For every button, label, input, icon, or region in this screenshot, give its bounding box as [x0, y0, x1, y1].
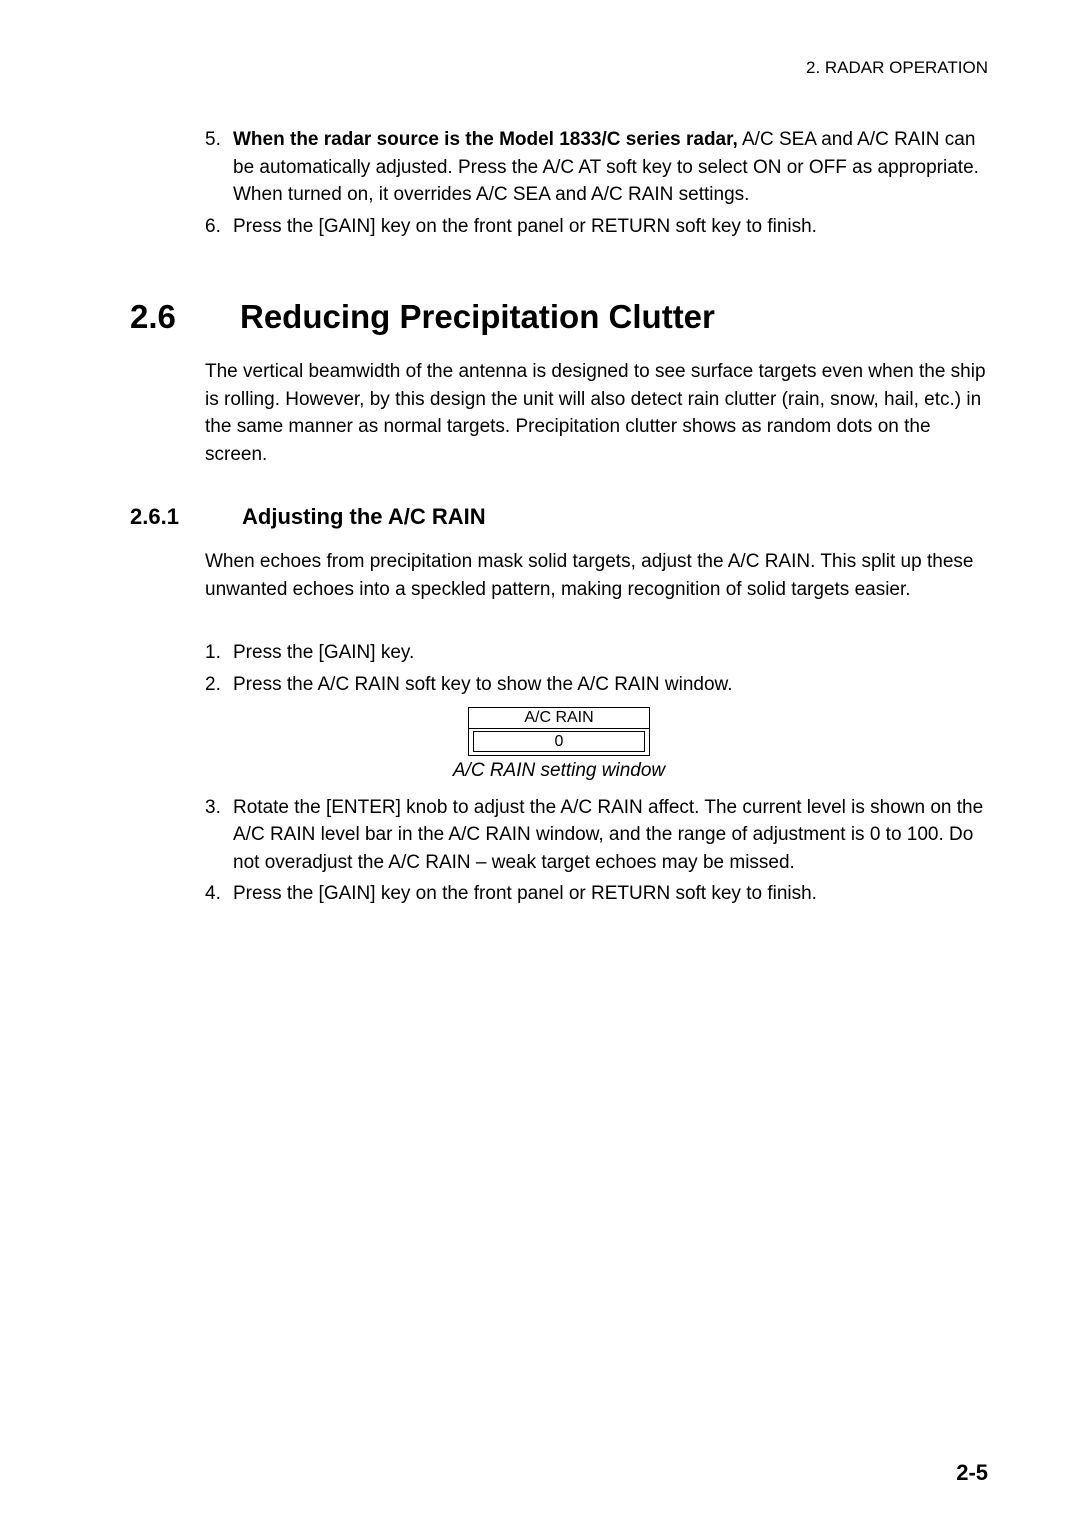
- list-item: 4. Press the [GAIN] key on the front pan…: [205, 880, 988, 908]
- diagram-caption: A/C RAIN setting window: [130, 760, 988, 782]
- list-text: When the radar source is the Model 1833/…: [233, 126, 988, 209]
- list-item: 2. Press the A/C RAIN soft key to show t…: [205, 671, 988, 699]
- list-text: Press the [GAIN] key.: [233, 639, 414, 667]
- section-heading: 2.6 Reducing Precipitation Clutter: [130, 298, 988, 336]
- ac-rain-diagram: A/C RAIN 0: [130, 707, 988, 756]
- subsection-heading: 2.6.1 Adjusting the A/C RAIN: [130, 504, 988, 530]
- list-number: 6.: [205, 213, 233, 241]
- list-number: 1.: [205, 639, 233, 667]
- page-header: 2. RADAR OPERATION: [130, 58, 988, 78]
- list-number: 2.: [205, 671, 233, 699]
- list-number: 3.: [205, 794, 233, 877]
- list-item: 6. Press the [GAIN] key on the front pan…: [205, 213, 988, 241]
- subsection-title: Adjusting the A/C RAIN: [242, 504, 486, 530]
- diagram-title: A/C RAIN: [469, 708, 649, 729]
- section-number: 2.6: [130, 298, 240, 336]
- diagram-value: 0: [473, 731, 645, 752]
- steps-list: 1. Press the [GAIN] key. 2. Press the A/…: [205, 639, 988, 698]
- list-text: Press the A/C RAIN soft key to show the …: [233, 671, 732, 699]
- list-bold: When the radar source is the Model 1833/…: [233, 129, 738, 150]
- list-item: 3. Rotate the [ENTER] knob to adjust the…: [205, 794, 988, 877]
- diagram-box: A/C RAIN 0: [468, 707, 650, 756]
- intro-list: 5. When the radar source is the Model 18…: [205, 126, 988, 240]
- list-text: Press the [GAIN] key on the front panel …: [233, 880, 817, 908]
- section-title: Reducing Precipitation Clutter: [240, 298, 715, 336]
- list-number: 4.: [205, 880, 233, 908]
- list-item: 1. Press the [GAIN] key.: [205, 639, 988, 667]
- list-item: 5. When the radar source is the Model 18…: [205, 126, 988, 209]
- subsection-paragraph: When echoes from precipitation mask soli…: [205, 548, 988, 603]
- list-number: 5.: [205, 126, 233, 209]
- steps-list-2: 3. Rotate the [ENTER] knob to adjust the…: [205, 794, 988, 908]
- section-paragraph: The vertical beamwidth of the antenna is…: [205, 358, 988, 468]
- list-text: Rotate the [ENTER] knob to adjust the A/…: [233, 794, 988, 877]
- page-number: 2-5: [956, 1460, 988, 1486]
- list-text: Press the [GAIN] key on the front panel …: [233, 213, 817, 241]
- subsection-number: 2.6.1: [130, 504, 242, 530]
